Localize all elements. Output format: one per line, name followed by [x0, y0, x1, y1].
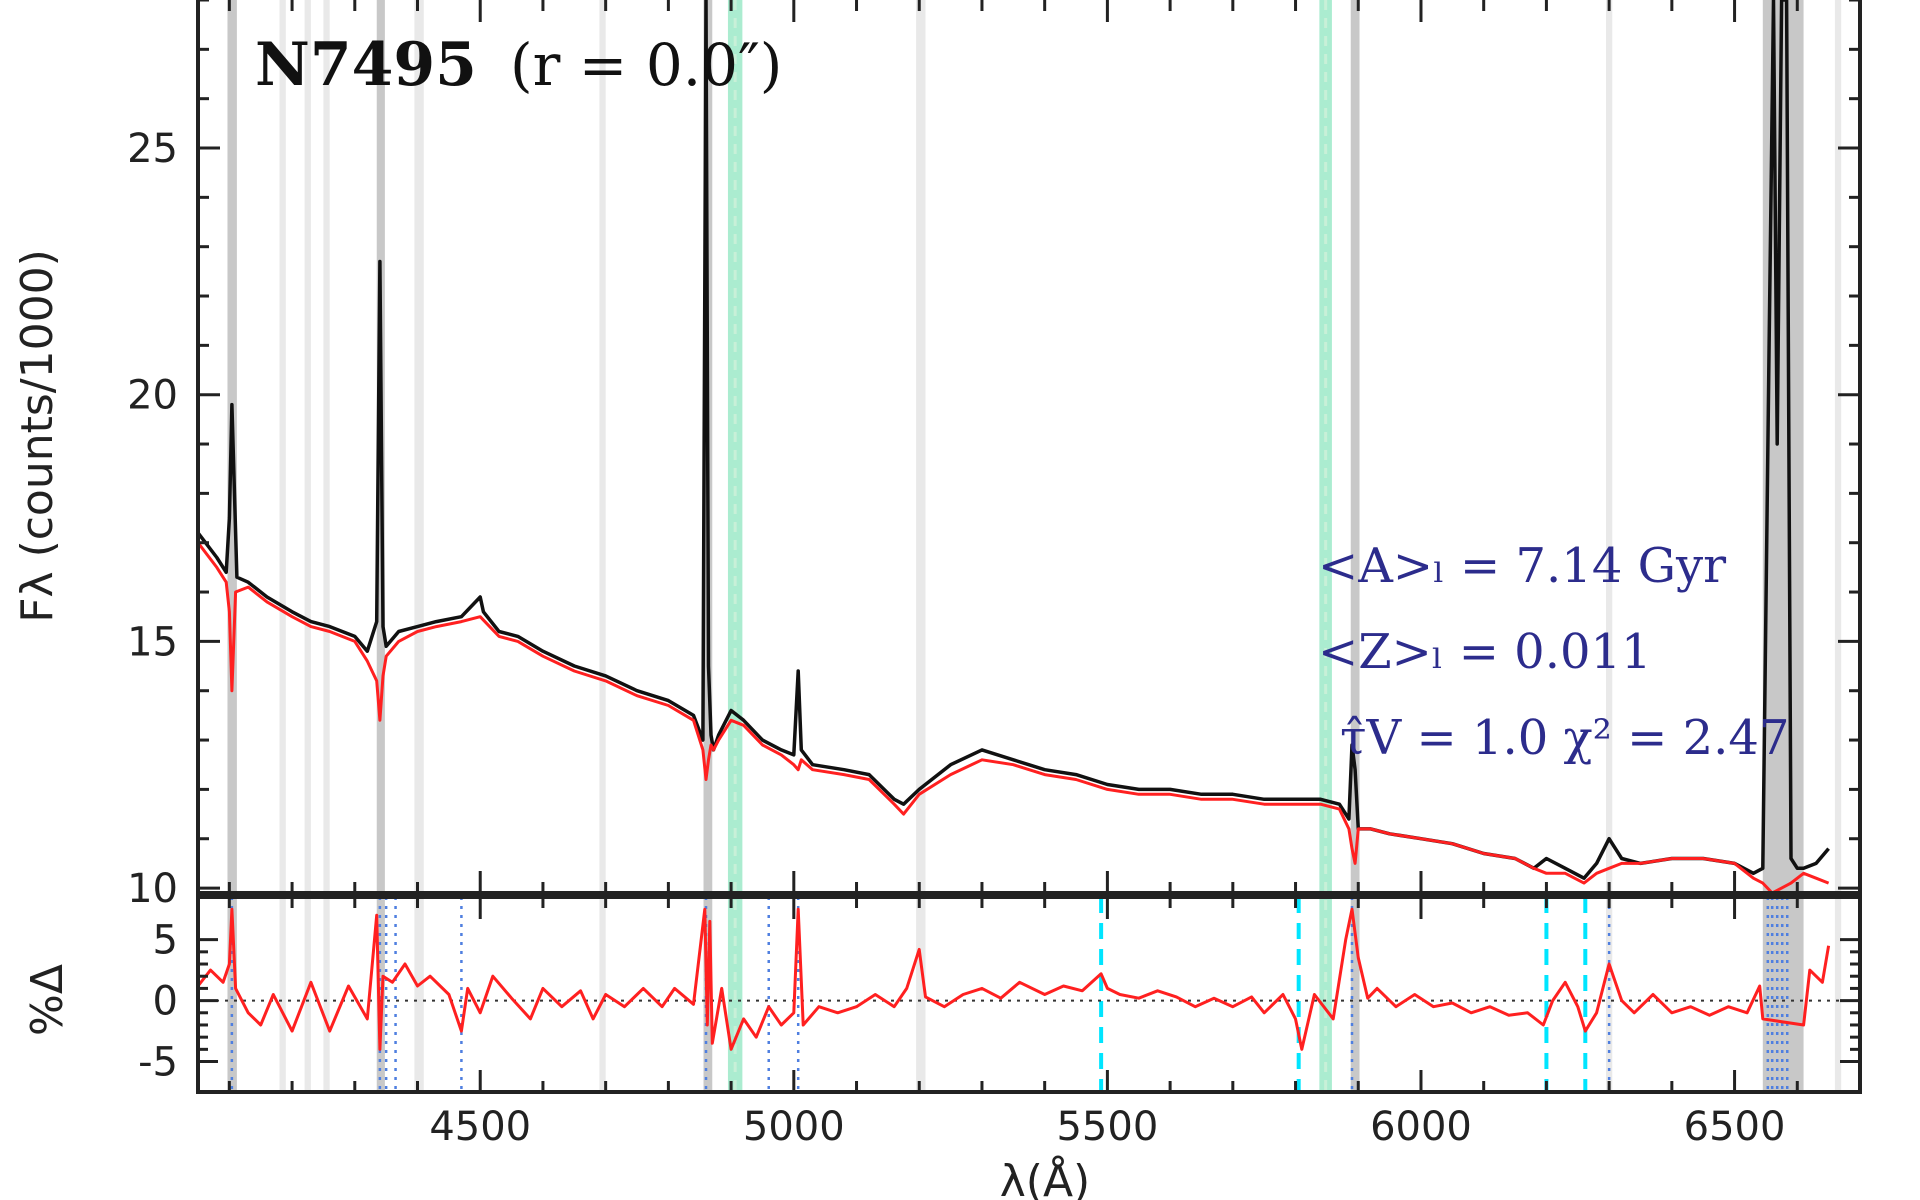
annotation-tau-chi2: τ̂V = 1.0 χ² = 2.47 [1340, 710, 1789, 766]
light-mask-band [916, 0, 926, 1092]
y-tick-label-residual: 0 [153, 979, 178, 1025]
light-mask-band [599, 0, 606, 1092]
masked-region-band [227, 0, 237, 1092]
annotation-metallicity: <Z>ₗ = 0.011 [1318, 624, 1652, 680]
y-tick-label: 25 [127, 126, 178, 172]
axes-frame [196, 0, 1862, 1094]
x-tick-label: 5000 [743, 1104, 845, 1150]
residual-line [196, 907, 1831, 1051]
light-mask-band [279, 0, 286, 1092]
light-mask-band [1834, 0, 1842, 1092]
light-mask-band [1605, 0, 1613, 1092]
y-axis-label-top: Fλ (counts/1000) [12, 249, 63, 623]
y-axis-label-bottom: %Δ [22, 964, 73, 1036]
bottom-panel-frame [196, 895, 1862, 1094]
masked-region-band [1350, 0, 1360, 1092]
x-tick-label: 6000 [1370, 1104, 1472, 1150]
y-tick-label-residual: -5 [138, 1040, 178, 1086]
model-spectrum-line [196, 541, 1830, 895]
chart-title-name: N7495 [255, 30, 477, 100]
observed-spectrum-line [196, 0, 1830, 880]
tick-labels: 4500 5000 5500 6000 6500 10 15 20 25 -5 0 5 [127, 126, 1785, 1150]
annotation-age: <A>ₗ = 7.14 Gyr [1318, 538, 1726, 594]
x-axis-label: λ(Å) [1000, 1154, 1090, 1200]
light-mask-band [323, 0, 330, 1092]
y-tick-label: 10 [127, 866, 178, 912]
x-tick-label: 6500 [1684, 1104, 1786, 1150]
masked-region-band [1762, 0, 1804, 1092]
chart-title-radius: (r = 0.0″) [510, 31, 782, 99]
series-lines [196, 0, 1831, 1051]
x-tick-label: 4500 [429, 1104, 531, 1150]
y-tick-label: 20 [127, 373, 178, 419]
light-mask-band [304, 0, 311, 1092]
y-tick-label-residual: 5 [153, 918, 178, 964]
x-tick-label: 5500 [1056, 1104, 1158, 1150]
light-mask-band [414, 0, 424, 1092]
y-tick-label: 15 [127, 619, 178, 665]
region-shading [227, 0, 1842, 1092]
